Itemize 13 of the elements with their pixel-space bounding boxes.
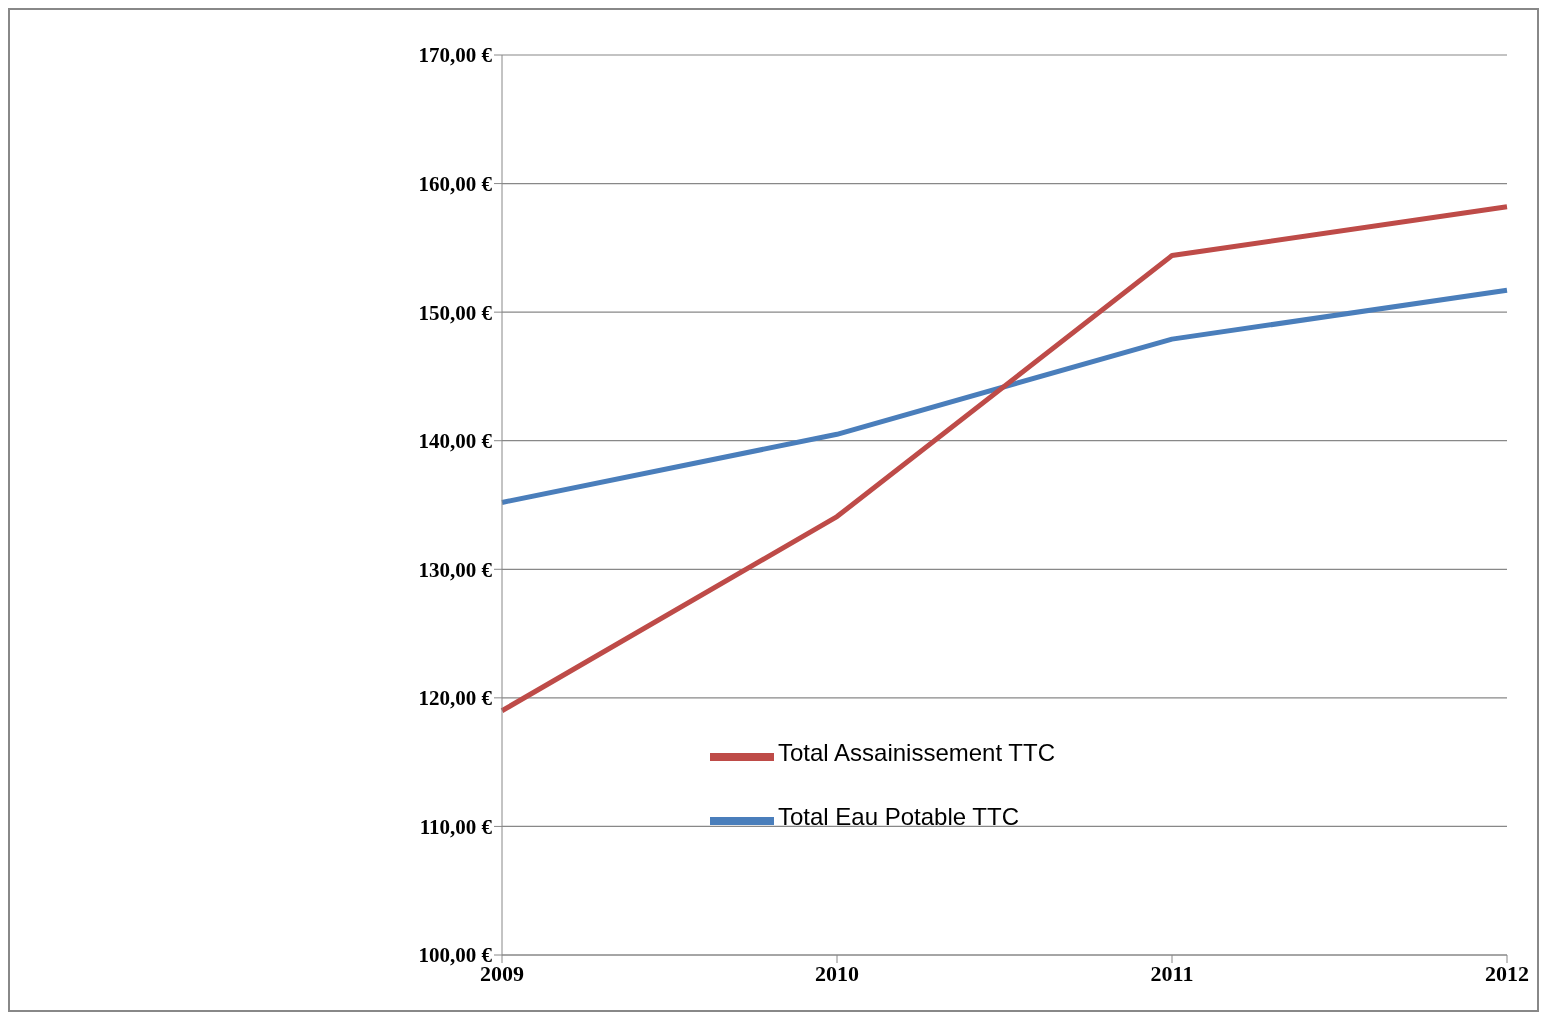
y-tick-label: 100,00 € (418, 943, 493, 968)
y-tick-label: 170,00 € (418, 43, 493, 68)
x-tick-label: 2012 (1485, 960, 1529, 986)
y-tick-label: 160,00 € (418, 172, 493, 197)
x-tick-label: 2011 (1150, 960, 1194, 986)
x-tick-label: 2010 (815, 960, 859, 986)
legend-label: Total Eau Potable TTC (778, 802, 1020, 830)
y-tick-label: 140,00 € (418, 429, 493, 454)
y-tick-label: 150,00 € (418, 300, 493, 325)
y-tick-label: 120,00 € (418, 686, 493, 711)
y-tick-label: 110,00 € (419, 814, 493, 839)
y-tick-label: 130,00 € (418, 557, 493, 582)
legend-label: Total Assainissement TTC (778, 738, 1055, 766)
